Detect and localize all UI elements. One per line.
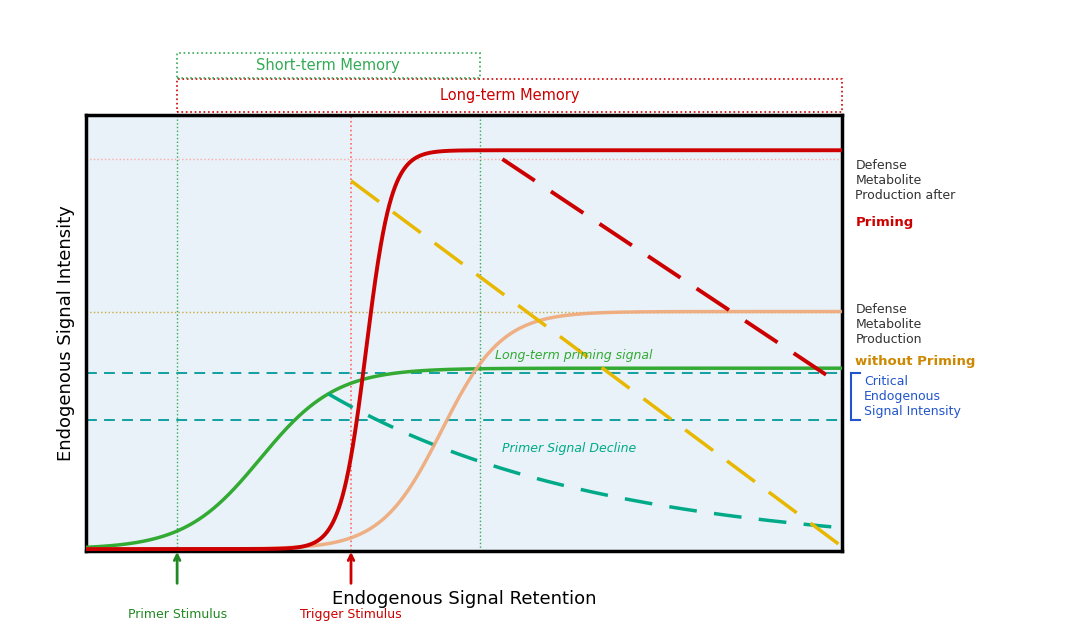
- Text: Critical
Endogenous
Signal Intensity: Critical Endogenous Signal Intensity: [864, 375, 961, 418]
- Text: Short-term Memory: Short-term Memory: [256, 58, 401, 73]
- Text: Defense
Metabolite
Production: Defense Metabolite Production: [855, 303, 922, 346]
- Text: Long-term Memory: Long-term Memory: [440, 88, 580, 103]
- Text: Priming: Priming: [855, 216, 914, 229]
- Y-axis label: Endogenous Signal Intensity: Endogenous Signal Intensity: [57, 205, 76, 462]
- Text: without Priming: without Priming: [855, 355, 975, 369]
- X-axis label: Endogenous Signal Retention: Endogenous Signal Retention: [333, 590, 596, 608]
- Text: Trigger Stimulus: Trigger Stimulus: [300, 608, 402, 621]
- Text: Primer Signal Decline: Primer Signal Decline: [502, 442, 636, 455]
- Text: Defense
Metabolite
Production after: Defense Metabolite Production after: [855, 159, 956, 203]
- Text: Primer Stimulus: Primer Stimulus: [127, 608, 227, 621]
- Text: Long-term priming signal: Long-term priming signal: [495, 349, 652, 362]
